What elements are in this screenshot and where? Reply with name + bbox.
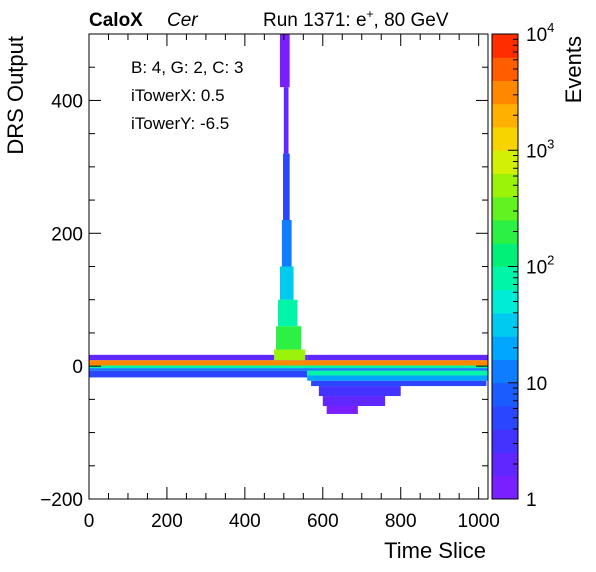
x-tick-label: 800 (385, 511, 417, 532)
run-prefix: Run 1371: e (263, 10, 367, 31)
y-axis-title: DRS Output (3, 36, 28, 155)
color-scale-band (492, 429, 518, 453)
color-scale-band (492, 289, 518, 314)
color-scale-band (492, 266, 518, 291)
heatmap-bin (281, 220, 292, 267)
x-tick-label: 0 (84, 511, 95, 532)
color-scale (492, 34, 518, 500)
z-tick-label: 1 (526, 490, 537, 511)
info-tower-y: iTowerY: -6.5 (131, 114, 229, 133)
channel-label: Cer (167, 10, 198, 31)
heatmap-bin (307, 370, 488, 376)
color-scale-band (492, 80, 518, 105)
heatmap-bin (279, 34, 290, 88)
color-scale-axis: 1 10 102 103 104 (508, 20, 554, 511)
color-scale-band (492, 406, 518, 430)
color-scale-band (492, 359, 518, 384)
heatmap-bin (89, 368, 488, 371)
color-scale-band (492, 220, 518, 244)
color-scale-band (492, 173, 518, 198)
heatmap-bins (89, 34, 488, 414)
color-scale-band (492, 127, 518, 151)
x-tick-label: 600 (307, 511, 339, 532)
heatmap-bin (89, 370, 308, 378)
z-tick-label: 10 (526, 374, 547, 395)
z-tick-label: 103 (526, 136, 554, 162)
color-scale-band (492, 150, 518, 174)
heatmap-bin (311, 380, 487, 387)
color-scale-band (492, 452, 518, 477)
heatmap-bin (307, 354, 488, 361)
y-tick-label: 0 (72, 357, 83, 378)
color-scale-band (492, 382, 518, 407)
heatmap-bin (283, 87, 289, 154)
y-tick-label: 200 (51, 224, 83, 245)
heatmap-bin (322, 396, 386, 406)
x-tick-label: 400 (229, 511, 261, 532)
color-scale-band (492, 196, 518, 221)
heatmap-bin (326, 406, 358, 414)
heatmap-bin (89, 354, 308, 361)
color-scale-band (492, 103, 518, 128)
heatmap-bin (307, 375, 488, 381)
z-tick-label: 102 (526, 253, 554, 279)
color-scale-band (492, 475, 518, 500)
brand-label: CaloX (89, 10, 143, 31)
color-scale-band (492, 57, 518, 81)
heatmap-bin (277, 299, 298, 327)
y-tick-label: −200 (40, 490, 83, 511)
color-scale-band (492, 243, 518, 267)
x-axis-title: Time Slice (384, 538, 486, 563)
heatmap-bin (318, 386, 401, 397)
heatmap-bin (89, 360, 488, 366)
heatmap-bin (274, 349, 306, 361)
run-charge: + (367, 7, 374, 21)
color-scale-band (492, 313, 518, 337)
info-tower-x: iTowerX: 0.5 (131, 86, 225, 105)
color-scale-band (492, 34, 518, 58)
run-label: Run 1371: e+, 80 GeV (263, 7, 449, 31)
heatmap-bin (89, 365, 488, 369)
z-axis-title: Events (561, 36, 586, 103)
color-scale-band (492, 336, 518, 360)
info-board: B: 4, G: 2, C: 3 (131, 58, 243, 77)
heatmap-bin (276, 326, 302, 350)
x-tick-label: 1000 (458, 511, 500, 532)
heatmap-bin (279, 266, 294, 300)
run-suffix: , 80 GeV (374, 10, 449, 31)
z-tick-label: 104 (526, 20, 554, 46)
heatmap-bin (283, 153, 290, 220)
y-tick-label: 400 (51, 91, 83, 112)
x-tick-label: 200 (151, 511, 183, 532)
